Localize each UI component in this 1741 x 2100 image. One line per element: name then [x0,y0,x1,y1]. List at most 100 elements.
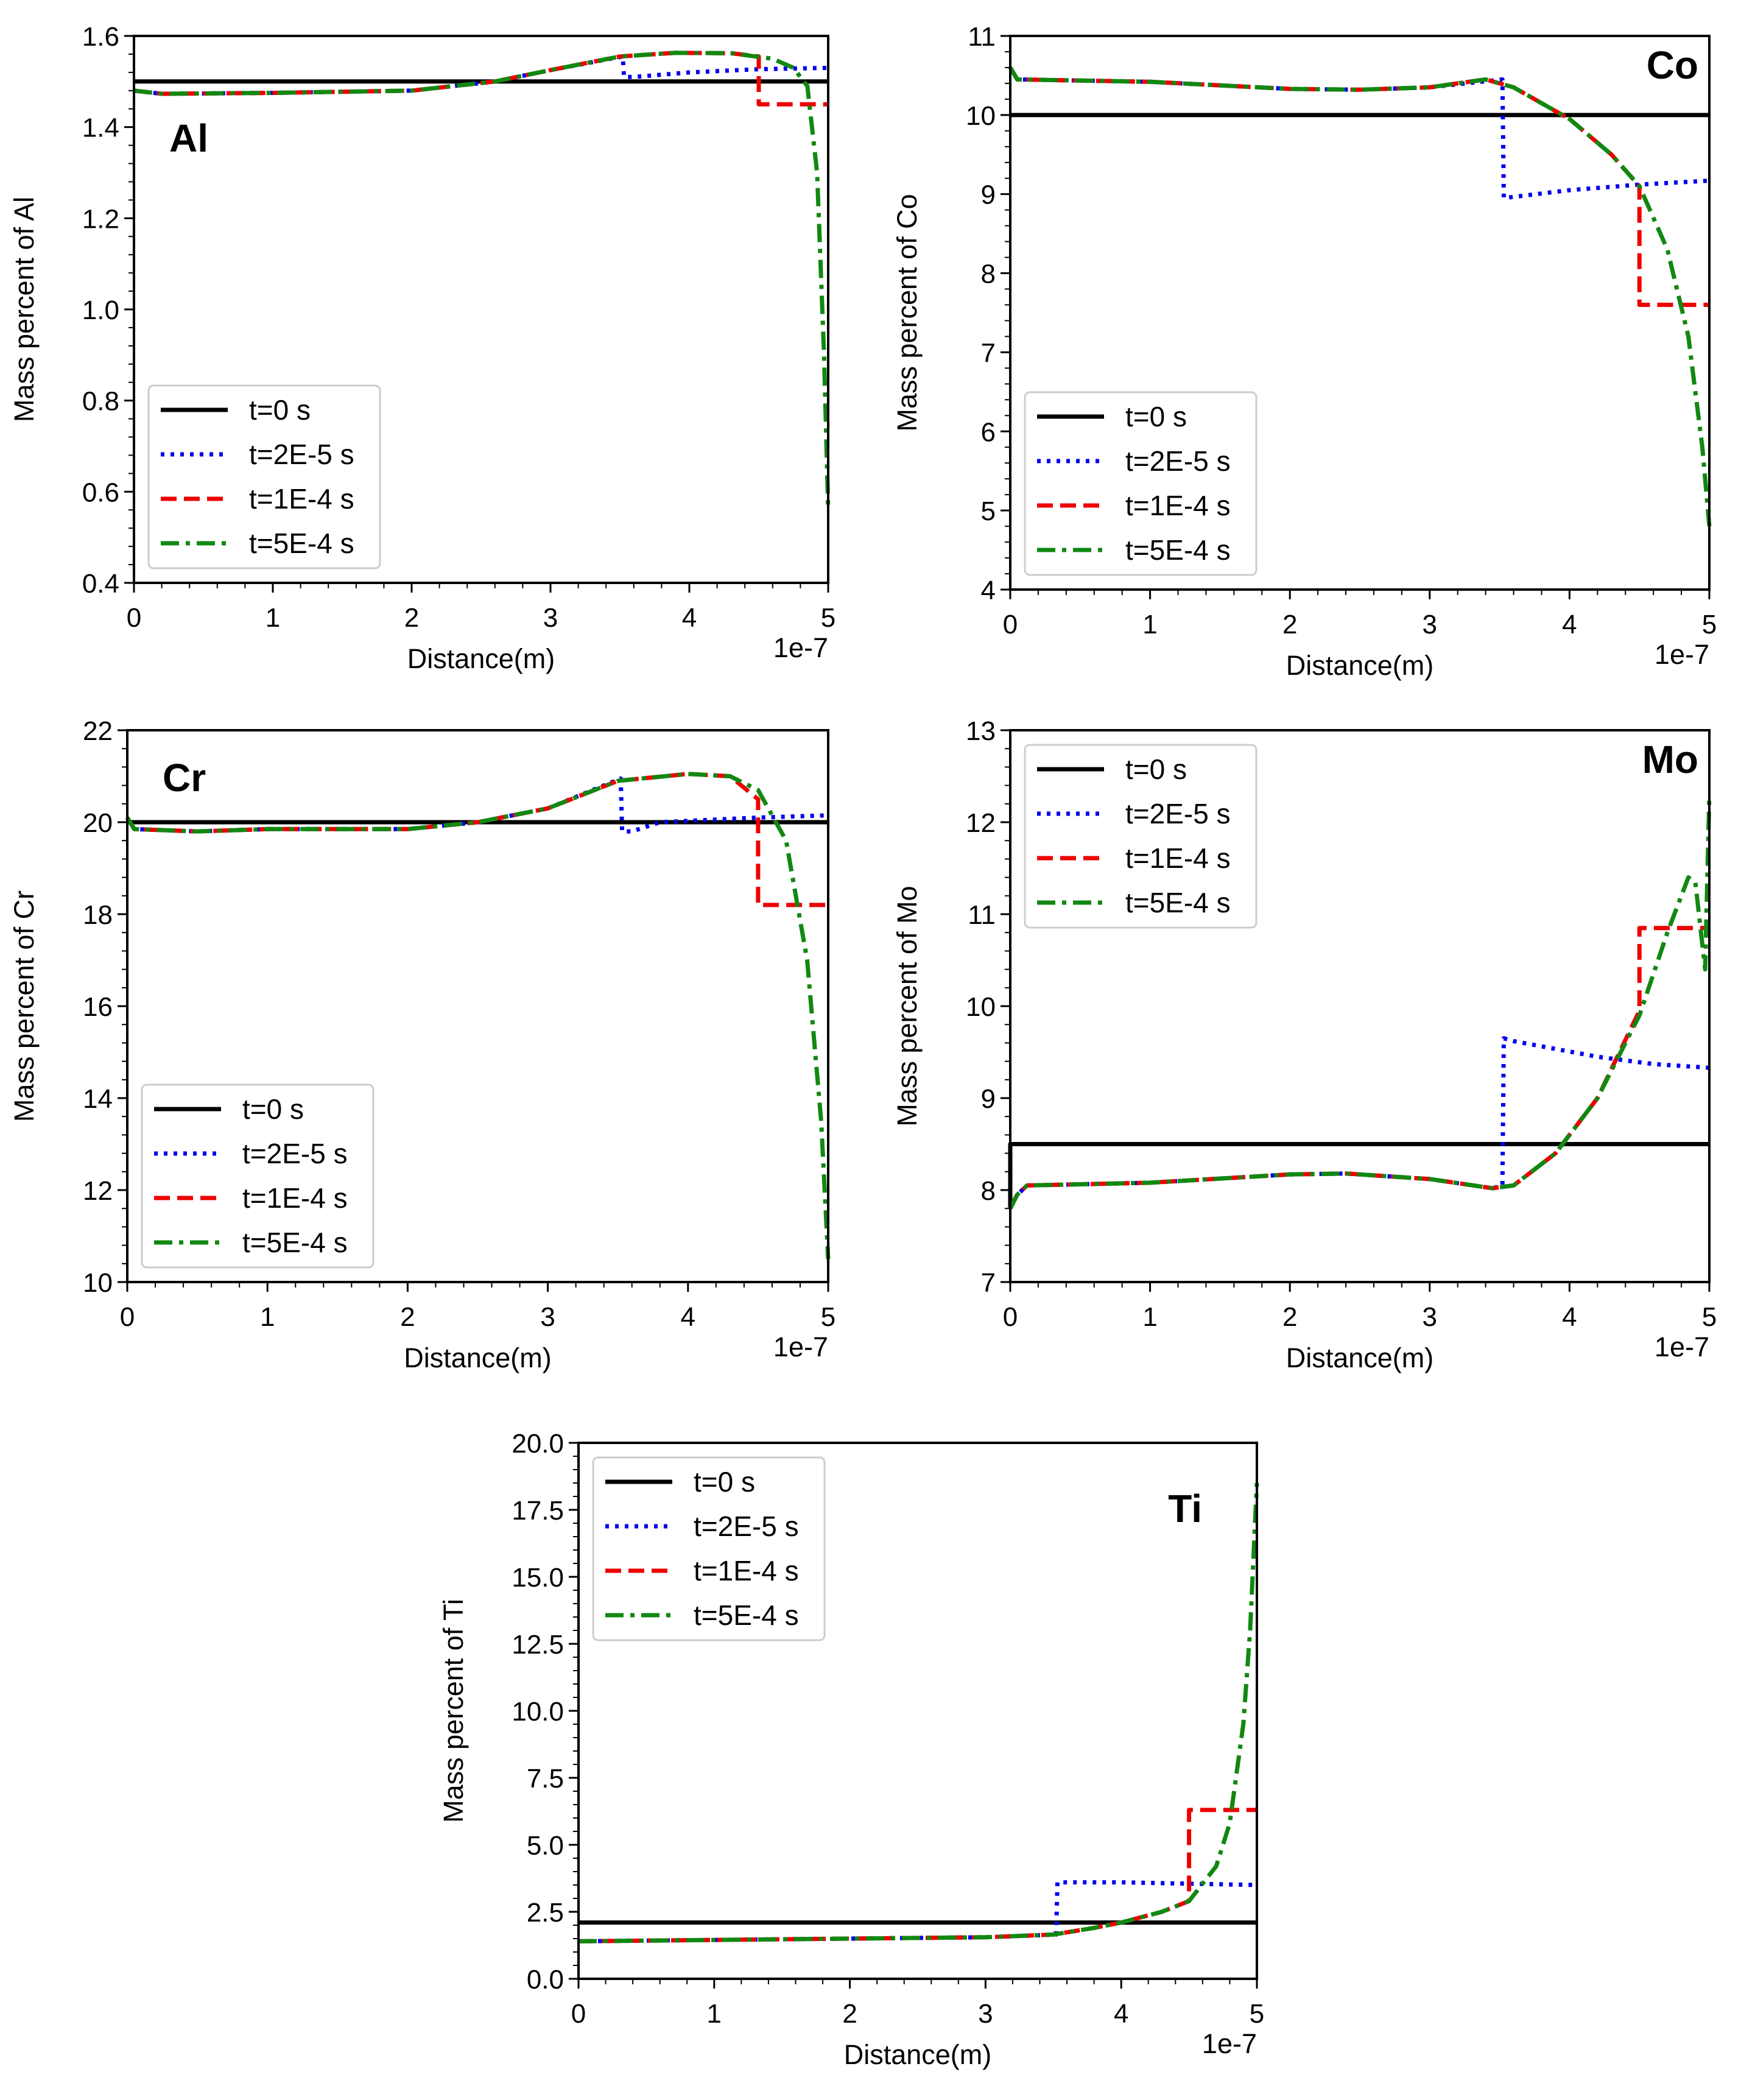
panel-label: Co [1647,43,1698,87]
x-axis-label: Distance(m) [404,1342,552,1373]
y-axis-label: Mass percent of Cr [9,890,40,1122]
y-tick-label: 8 [981,259,996,289]
y-tick-label: 7 [981,338,996,368]
series-line-dashed [1008,66,1709,307]
y-tick-label: 1.0 [82,295,119,325]
x-tick-label: 5 [1702,610,1717,640]
x-tick-label: 1 [266,603,280,633]
x-tick-label: 5 [821,1302,835,1332]
x-tick-label: 5 [821,603,835,633]
series-line-dotted [133,54,829,96]
legend-box [592,1456,826,1641]
y-tick-label: 1.4 [82,113,119,143]
x-tick-label: 1 [1142,1302,1157,1332]
x-tick-label: 3 [543,603,558,633]
y-tick-label: 12 [966,808,996,838]
x-tick-label: 2 [1282,610,1297,640]
y-axis-label: Mass percent of Co [892,194,923,431]
x-tick-label: 4 [1114,1999,1128,2029]
x-offset-text: 1e-7 [773,632,828,663]
x-tick-label: 0 [1003,1302,1018,1332]
y-tick-label: 4 [981,576,996,605]
y-tick-label: 13 [966,716,996,746]
legend-box [147,384,381,569]
series-group [578,1482,1259,1943]
legend-entry: t=0 s [242,1093,304,1125]
x-tick-label: 4 [681,1302,695,1332]
legend-entry: t=1E-4 s [1125,490,1231,521]
x-tick-label: 1 [1142,610,1157,640]
x-axis-label: Distance(m) [1286,650,1434,681]
y-tick-label: 9 [981,180,996,210]
x-tick-label: 3 [540,1302,555,1332]
legend-entry: t=5E-4 s [1125,534,1231,566]
y-tick-label: 20 [83,808,113,838]
legend-entry: t=0 s [694,1466,755,1498]
y-tick-label: 14 [83,1084,113,1114]
y-tick-label: 12.5 [512,1630,564,1660]
x-tick-label: 2 [404,603,419,633]
legend-entry: t=5E-4 s [1125,887,1231,918]
y-tick-label: 10.0 [512,1697,564,1727]
series-line-dashed [125,772,828,907]
series-group [133,51,831,510]
legend: t=0 s t=2E-5 s t=1E-4 s t=5E-4 s [592,1456,826,1641]
chart-panel-al: 0 1 2 3 4 5 0.4 0.6 0.8 1.0 1.2 1.4 1.6 Distance(m) 1e… [9,22,835,674]
y-tick-label: 8 [981,1176,996,1206]
legend-entry: t=2E-5 s [249,439,354,470]
y-axis-label: Mass percent of Ti [438,1599,469,1823]
x-tick-label: 0 [571,1999,586,2029]
legend-entry: t=0 s [1125,753,1187,785]
x-tick-label: 4 [1562,610,1577,640]
x-offset-text: 1e-7 [1655,639,1709,670]
y-tick-label: 10 [966,101,996,131]
series-line-dashdot [578,1482,1259,1943]
y-tick-label: 18 [83,900,113,930]
legend-box [1024,391,1257,576]
legend: t=0 s t=2E-5 s t=1E-4 s t=5E-4 s [1024,744,1257,929]
x-tick-label: 5 [1250,1999,1264,2029]
y-tick-label: 0.6 [82,477,119,507]
series-line-dashdot [1008,794,1712,1210]
x-tick-label: 4 [1562,1302,1577,1332]
y-tick-label: 12 [83,1176,113,1206]
y-tick-label: 0.8 [82,387,119,417]
series-line-dashed [133,51,828,107]
legend-box [141,1083,375,1269]
panel-label: Mo [1642,738,1698,781]
legend-entry: t=0 s [1125,401,1187,432]
x-tick-label: 3 [1423,1302,1437,1332]
legend-entry: t=2E-5 s [242,1138,348,1169]
x-axis-label: Distance(m) [407,643,555,674]
x-tick-label: 3 [1423,610,1437,640]
y-axis-label: Mass percent of Al [9,197,40,422]
y-tick-label: 11 [968,900,996,930]
y-tick-label: 0.0 [527,1965,564,1995]
y-tick-label: 10 [966,992,996,1022]
legend: t=0 s t=2E-5 s t=1E-4 s t=5E-4 s [141,1083,375,1269]
series-group [1008,66,1712,527]
legend-entry: t=2E-5 s [1125,798,1231,830]
x-tick-label: 1 [260,1302,275,1332]
series-line-dashdot [1008,66,1712,527]
y-tick-label: 1.6 [82,22,119,52]
legend-entry: t=5E-4 s [694,1599,799,1631]
panel-label: Cr [163,756,206,800]
legend-entry: t=1E-4 s [1125,842,1231,874]
x-axis-label: Distance(m) [844,2039,992,2070]
y-tick-label: 15.0 [512,1563,564,1593]
y-tick-label: 6 [981,417,996,447]
x-axis-label: Distance(m) [1286,1342,1434,1373]
y-tick-label: 5 [981,496,996,526]
y-tick-label: 20.0 [512,1429,564,1459]
x-tick-label: 4 [682,603,697,633]
legend-entry: t=5E-4 s [249,527,354,559]
y-tick-label: 1.2 [82,204,119,234]
chart-panel-ti: 0 1 2 3 4 5 0.0 2.5 5.0 7.5 10.0 12.5 15.0 17.5 20.0 Di… [438,1429,1264,2070]
x-tick-label: 2 [400,1302,415,1332]
x-tick-label: 0 [1003,610,1018,640]
legend-entry: t=5E-4 s [242,1227,348,1258]
axes-frame [1009,35,1711,591]
